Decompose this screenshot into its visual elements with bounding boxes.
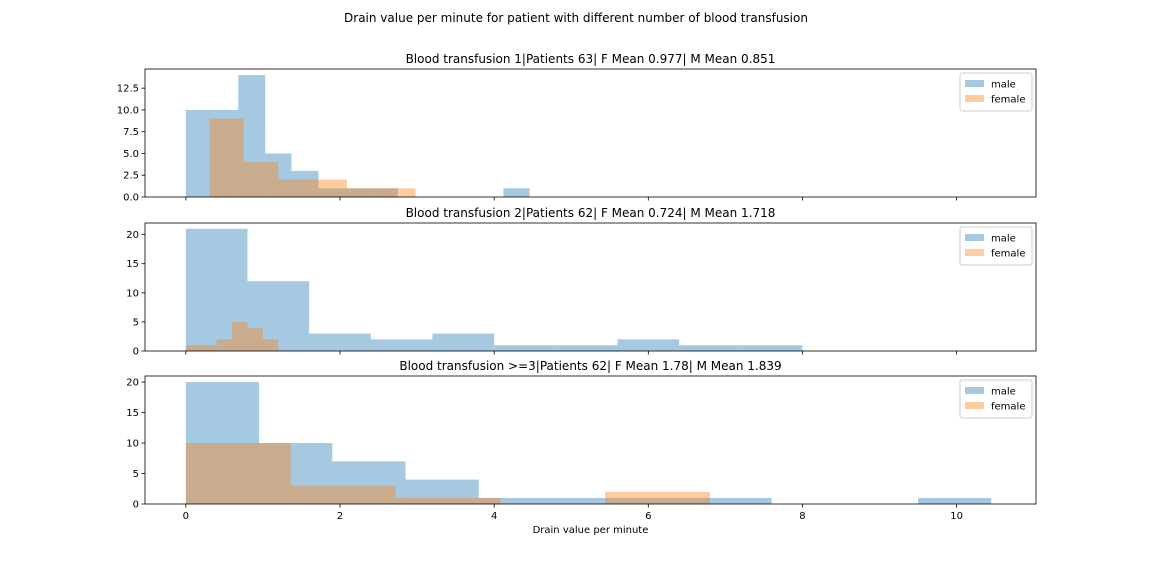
subplot-title: Blood transfusion >=3|Patients 62| F Mea… <box>399 359 781 373</box>
histogram-bar-male <box>679 345 741 351</box>
subplot-2: Blood transfusion 2|Patients 62| F Mean … <box>126 206 1037 358</box>
histogram-bar-female <box>232 321 248 351</box>
y-tick-label: 0 <box>133 500 139 511</box>
legend-box <box>959 226 1033 266</box>
subplot-3: Blood transfusion >=3|Patients 62| F Mea… <box>126 359 1037 522</box>
histogram-bar-male <box>247 281 310 351</box>
subplot-title: Blood transfusion 2|Patients 62| F Mean … <box>406 206 776 220</box>
axes-frame <box>144 222 1037 352</box>
histogram-bar-female <box>247 327 263 351</box>
legend-box <box>959 72 1033 112</box>
histogram-bar-female <box>346 188 381 197</box>
y-tick-label: 15 <box>126 408 139 419</box>
histogram-bar-female <box>312 179 347 197</box>
histogram-bar-male <box>309 333 371 351</box>
histogram-bar-male <box>555 345 618 351</box>
legend: male female <box>959 72 1033 112</box>
histogram-bar-male <box>918 497 992 504</box>
histogram-bar-male <box>405 479 479 504</box>
y-tick-label: 10.0 <box>117 105 139 116</box>
histogram-bar-male <box>740 345 803 351</box>
x-tick-label: 8 <box>799 511 805 522</box>
y-tick-label: 10 <box>126 288 139 299</box>
histogram-bar-male <box>617 339 680 351</box>
y-tick-label: 0.0 <box>123 193 139 204</box>
histogram-bar-male <box>370 188 398 197</box>
legend-swatch-female <box>965 95 984 102</box>
legend-swatch-male <box>965 387 984 394</box>
histogram-bar-female <box>380 188 416 197</box>
y-tick-label: 12.5 <box>117 84 139 95</box>
histogram-bar-male <box>344 188 371 197</box>
histogram-bar-female <box>185 345 217 351</box>
histogram-bar-male <box>503 188 530 197</box>
legend-swatch-female <box>965 402 984 409</box>
y-tick-label: 7.5 <box>123 127 139 138</box>
histogram-bar-male <box>332 461 406 504</box>
histogram-bar-female <box>395 497 501 504</box>
subplot-title: Blood transfusion 1|Patients 63| F Mean … <box>406 52 776 66</box>
figure-suptitle: Drain value per minute for patient with … <box>344 11 808 25</box>
y-tick-label: 2.5 <box>123 171 139 182</box>
legend-swatch-male <box>965 80 984 87</box>
legend: male female <box>959 379 1033 419</box>
x-tick-label: 2 <box>337 511 343 522</box>
legend-label-female: female <box>991 402 1025 413</box>
legend-label-female: female <box>991 95 1025 106</box>
histogram-bar-male <box>238 75 266 197</box>
histogram-bar-female <box>185 443 291 504</box>
axes-frame <box>144 375 1037 505</box>
legend-label-male: male <box>991 234 1016 245</box>
histogram-bar-male <box>625 497 699 504</box>
legend-label-male: male <box>991 80 1016 91</box>
legend-swatch-male <box>965 234 984 241</box>
histogram-bar-male <box>185 228 248 351</box>
histogram-bar-female <box>278 179 313 197</box>
y-tick-label: 10 <box>126 439 139 450</box>
histogram-bar-male <box>185 382 260 504</box>
histogram-bar-male <box>265 153 292 197</box>
histogram-bar-female <box>243 162 279 197</box>
histogram-bar-male <box>478 497 552 504</box>
histogram-bar-male <box>698 497 772 504</box>
histogram-bar-male <box>432 333 495 351</box>
legend-box <box>959 379 1033 419</box>
x-axis-label: Drain value per minute <box>533 525 649 536</box>
subplot-1: Blood transfusion 1|Patients 63| F Mean … <box>117 52 1037 204</box>
histogram-bar-female <box>605 491 710 504</box>
axes-frame <box>144 68 1037 198</box>
y-tick-label: 20 <box>126 230 139 241</box>
legend-label-female: female <box>991 249 1025 260</box>
histogram-bar-male <box>185 109 213 197</box>
x-tick-label: 6 <box>645 511 651 522</box>
histogram-bar-female <box>290 485 396 504</box>
y-tick-label: 5 <box>133 469 139 480</box>
y-tick-label: 5.0 <box>123 149 139 160</box>
histogram-bar-male <box>259 443 333 504</box>
x-tick-label: 0 <box>183 511 189 522</box>
y-tick-label: 0 <box>133 347 139 358</box>
histogram-bar-male <box>370 339 433 351</box>
histogram-bar-female <box>209 118 244 197</box>
legend: male female <box>959 226 1033 266</box>
histogram-bar-female <box>216 339 233 351</box>
x-tick-label: 10 <box>950 511 963 522</box>
histogram-bar-male <box>494 345 556 351</box>
legend-label-male: male <box>991 387 1016 398</box>
y-tick-label: 15 <box>126 259 139 270</box>
histogram-bar-male <box>212 109 239 197</box>
histogram-bar-male <box>291 170 319 197</box>
histogram-bar-female <box>262 339 279 351</box>
x-tick-label: 4 <box>491 511 497 522</box>
legend-swatch-female <box>965 249 984 256</box>
y-tick-label: 5 <box>133 317 139 328</box>
histogram-bar-male <box>551 497 626 504</box>
y-tick-label: 20 <box>126 378 139 389</box>
histogram-bar-male <box>318 188 345 197</box>
